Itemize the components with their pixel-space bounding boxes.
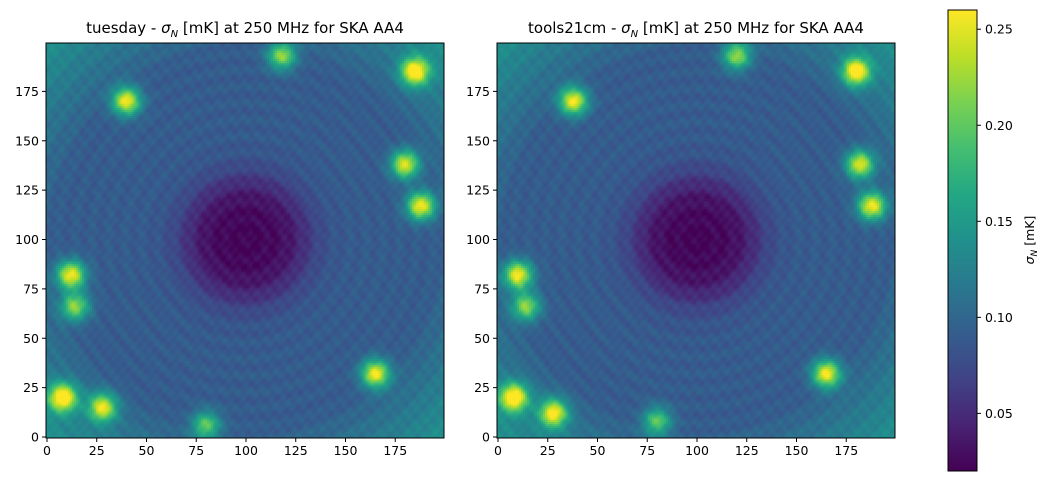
- x-tick-label: 50: [590, 443, 606, 458]
- plot-frame: [496, 42, 896, 439]
- heatmap-panel-tools21cm: tools21cm - σN [mK] at 250 MHz for SKA A…: [466, 19, 896, 458]
- axes-tools21cm: 0 25 50 75 100 125 150 175 0 25 50 75 100 125 150 175: [466, 84, 858, 458]
- y-tick-label: 100: [15, 232, 39, 247]
- y-tick-label: 50: [23, 331, 39, 346]
- colorbar-tick-label: 0.15: [985, 214, 1013, 229]
- x-tick-label: 150: [785, 443, 809, 458]
- y-tick-label: 75: [23, 281, 39, 296]
- y-tick-label: 125: [15, 183, 39, 198]
- y-tick-label: 175: [15, 84, 39, 99]
- x-tick-label: 125: [735, 443, 759, 458]
- y-tick-label: 75: [474, 281, 490, 296]
- x-tick-label: 175: [383, 443, 407, 458]
- y-tick-label: 150: [15, 133, 39, 148]
- x-tick-label: 100: [685, 443, 709, 458]
- heatmap-panel-tuesday: tuesday - σN [mK] at 250 MHz for SKA AA4…: [15, 19, 445, 458]
- x-tick-label: 175: [834, 443, 858, 458]
- y-tick-label: 125: [466, 183, 490, 198]
- y-tick-label: 150: [466, 133, 490, 148]
- x-tick-label: 0: [494, 443, 502, 458]
- x-tick-label: 0: [43, 443, 51, 458]
- y-tick-label: 0: [31, 430, 39, 445]
- heatmap-image-tuesday: [46, 43, 444, 438]
- x-tick-label: 150: [334, 443, 358, 458]
- axes-tuesday: 0 25 50 75 100 125 150 175 0 25 50 75 100 125 150 175: [15, 84, 407, 458]
- colorbar-frame: [947, 9, 978, 472]
- heatmap-image-tools21cm: [497, 43, 895, 438]
- colorbar-tick-label: 0.25: [985, 22, 1013, 37]
- y-tick-label: 175: [466, 84, 490, 99]
- x-tick-label: 75: [639, 443, 655, 458]
- x-tick-label: 125: [284, 443, 308, 458]
- y-tick-label: 100: [466, 232, 490, 247]
- colorbar-tick-label: 0.20: [985, 118, 1013, 133]
- chart-title-tuesday: tuesday - σN [mK] at 250 MHz for SKA AA4: [86, 19, 404, 40]
- chart-title-tools21cm: tools21cm - σN [mK] at 250 MHz for SKA A…: [528, 19, 864, 40]
- colorbar-tick-label: 0.05: [985, 406, 1013, 421]
- y-tick-label: 25: [23, 380, 39, 395]
- y-tick-label: 50: [474, 331, 490, 346]
- colorbar-tick-label: 0.10: [985, 310, 1013, 325]
- plot-frame: [45, 42, 445, 439]
- colorbar: 0.05 0.10 0.15 0.20 0.25 σN [mK]: [947, 9, 1040, 472]
- y-tick-label: 25: [474, 380, 490, 395]
- y-tick-label: 0: [482, 430, 490, 445]
- x-tick-label: 25: [540, 443, 556, 458]
- x-tick-label: 50: [139, 443, 155, 458]
- colorbar-gradient: [948, 10, 977, 471]
- colorbar-label: σN [mK]: [1022, 216, 1040, 265]
- x-tick-label: 25: [89, 443, 105, 458]
- x-tick-label: 100: [234, 443, 258, 458]
- colorbar-ticks: 0.05 0.10 0.15 0.20 0.25: [977, 22, 1013, 421]
- x-tick-label: 75: [188, 443, 204, 458]
